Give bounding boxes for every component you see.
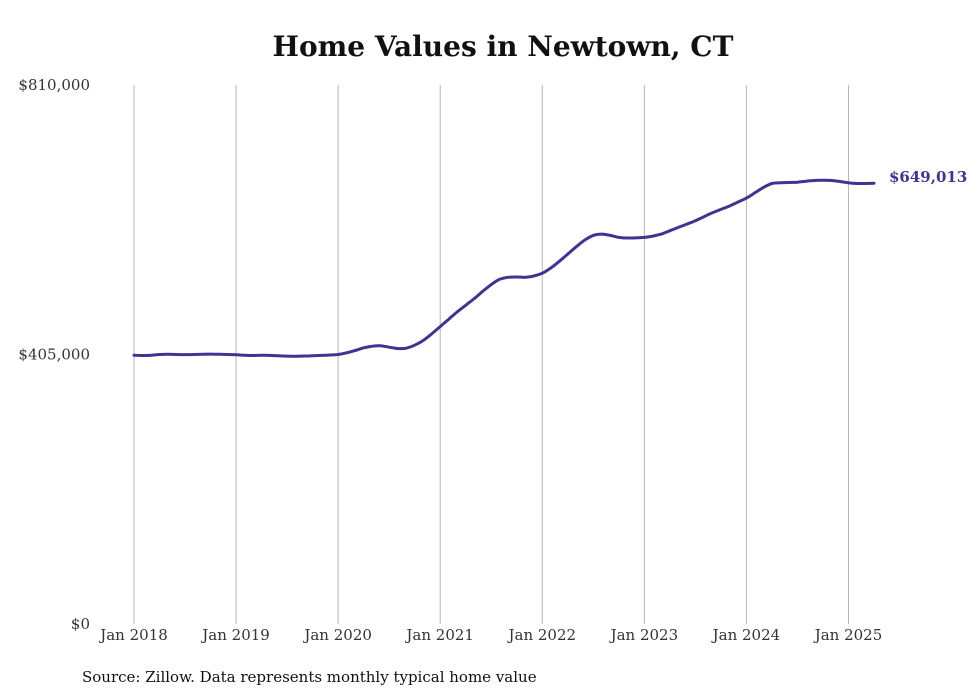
series-line-0 [132, 178, 876, 358]
end-label-layer: $649,013 [889, 168, 967, 186]
source-note: Source: Zillow. Data represents monthly … [82, 668, 537, 686]
chart-title: Home Values in Newtown, CT [272, 30, 734, 63]
x-tick-label: Jan 2021 [404, 626, 474, 644]
y-tick-label: $810,000 [18, 76, 90, 94]
x-axis-ticks: Jan 2018 Jan 2019 Jan 2020 Jan 2021 Jan 2022… [98, 626, 882, 644]
x-tick-label: Jan 2019 [200, 626, 270, 644]
x-tick-label: Jan 2020 [302, 626, 372, 644]
x-tick-label: Jan 2023 [609, 626, 679, 644]
series-layer [132, 178, 876, 358]
y-tick-label: $405,000 [18, 346, 90, 364]
y-tick-label: $0 [71, 615, 90, 633]
x-tick-label: Jan 2024 [711, 626, 781, 644]
x-tick-label: Jan 2022 [506, 626, 576, 644]
y-axis-ticks: $0 $405,000 $810,000 [18, 76, 90, 633]
x-tick-label: Jan 2018 [98, 626, 168, 644]
end-value-label: $649,013 [889, 168, 967, 186]
x-tick-label: Jan 2025 [813, 626, 883, 644]
